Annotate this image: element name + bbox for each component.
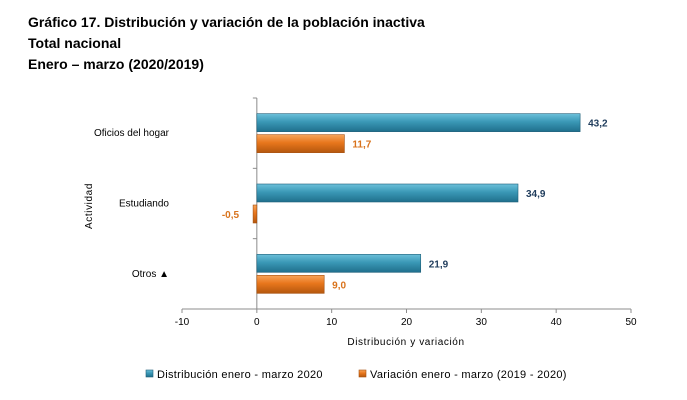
y-axis-title: Actividad — [84, 183, 95, 229]
data-label: -0,5 — [222, 210, 240, 221]
legend-label: Distribución enero - marzo 2020 — [157, 369, 323, 381]
legend-label: Variación enero - marzo (2019 - 2020) — [370, 369, 567, 381]
chart-titles: Gráfico 17. Distribución y variación de … — [28, 12, 425, 75]
x-tick-label: 20 — [401, 317, 413, 328]
data-label: 34,9 — [526, 189, 546, 200]
x-tick-label: 10 — [326, 317, 338, 328]
x-tick-label: 50 — [625, 317, 637, 328]
data-label: 43,2 — [588, 119, 608, 130]
x-tick-label: 40 — [551, 317, 563, 328]
variation-bar — [252, 204, 258, 224]
variation-bar — [256, 134, 345, 153]
legend-swatch — [358, 369, 367, 378]
category-label: Otros ▲ — [132, 269, 169, 280]
data-label: 21,9 — [429, 259, 449, 270]
variation-bar — [256, 275, 325, 294]
chart-title: Gráfico 17. Distribución y variación de … — [28, 14, 425, 30]
x-axis-title: Distribución y variación — [347, 337, 464, 348]
chart-period: Enero – marzo (2020/2019) — [28, 56, 204, 72]
category-label: Oficios del hogar — [94, 128, 170, 139]
chart-subtitle: Total nacional — [28, 35, 122, 51]
distribution-bar — [256, 113, 581, 132]
data-label: 9,0 — [332, 280, 346, 291]
x-tick-label: 30 — [476, 317, 488, 328]
x-tick-label: 0 — [254, 317, 260, 328]
x-tick-label: -10 — [175, 317, 190, 328]
data-label: 11,7 — [352, 140, 371, 151]
category-label: Estudiando — [119, 199, 169, 210]
distribution-bar — [256, 254, 422, 273]
distribution-bar — [256, 183, 519, 203]
legend-swatch — [145, 369, 154, 378]
